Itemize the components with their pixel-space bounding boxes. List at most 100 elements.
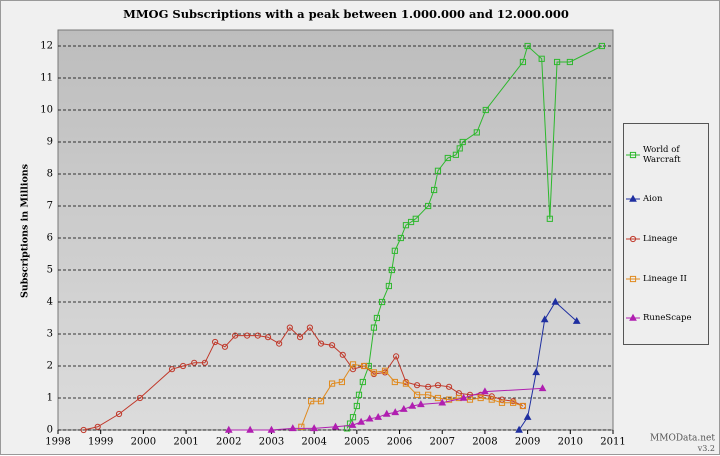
point (378, 298, 386, 306)
y-tick-label: 9 (47, 137, 53, 148)
point (425, 391, 432, 398)
x-tick-label: 2010 (558, 437, 583, 448)
chart-title: MMOG Subscriptions with a peak between 1… (123, 7, 569, 21)
point (391, 247, 398, 254)
x-tick-label: 2008 (472, 437, 497, 448)
y-tick-label: 1 (47, 393, 53, 404)
point (477, 391, 484, 398)
point (355, 391, 363, 398)
point (232, 332, 239, 339)
point (519, 58, 527, 66)
point (306, 324, 313, 331)
x-tick-label: 2007 (430, 437, 455, 448)
legend-label: Lineage (643, 233, 678, 244)
point (359, 378, 366, 386)
point (201, 359, 208, 366)
point (459, 138, 466, 146)
point (308, 398, 315, 405)
point (434, 394, 442, 402)
point (425, 383, 432, 390)
point (498, 396, 506, 403)
y-tick-label: 5 (47, 265, 53, 276)
point (438, 398, 447, 406)
point (288, 424, 297, 432)
point (445, 383, 453, 390)
point (381, 367, 389, 374)
legend-entry: RuneScape (626, 313, 706, 323)
point (168, 366, 176, 373)
y-tick-label: 10 (40, 105, 53, 116)
point (328, 342, 336, 349)
point (417, 400, 425, 408)
x-tick-label: 2009 (515, 437, 540, 448)
legend-swatch (626, 313, 640, 321)
legend-marker (629, 235, 637, 243)
point (212, 338, 219, 346)
point (524, 42, 531, 50)
series-line (83, 326, 524, 431)
point (445, 396, 453, 403)
legend-marker (629, 275, 637, 282)
point (388, 266, 395, 274)
point (370, 369, 378, 376)
legend-label: Aion (643, 194, 663, 205)
point (296, 334, 304, 341)
point (532, 368, 541, 376)
point (338, 378, 346, 386)
y-tick-label: 7 (47, 201, 53, 212)
x-tick-label: 1998 (45, 437, 70, 448)
legend-swatch (626, 151, 640, 158)
point (481, 387, 489, 395)
point (244, 332, 251, 339)
point (286, 324, 293, 331)
y-tick-label: 2 (47, 361, 53, 372)
y-tick-label: 4 (47, 297, 53, 308)
legend-marker (629, 313, 637, 321)
point (391, 408, 400, 416)
point (519, 402, 527, 410)
point (456, 145, 463, 152)
point (408, 401, 417, 409)
point (399, 404, 408, 412)
point (407, 218, 415, 226)
point (488, 393, 495, 400)
point (80, 426, 87, 434)
point (553, 58, 561, 66)
point (434, 382, 442, 389)
x-tick-label: 2002 (216, 437, 241, 448)
legend-label: RuneScape (643, 313, 692, 324)
point (328, 380, 336, 387)
point (246, 425, 254, 433)
point (391, 378, 398, 386)
point (397, 234, 404, 242)
point (267, 425, 276, 433)
y-tick-label: 6 (47, 233, 53, 244)
point (331, 422, 340, 430)
y-tick-label: 12 (40, 41, 53, 52)
x-tick-label: 2001 (173, 437, 198, 448)
point (538, 384, 547, 392)
point (374, 412, 383, 420)
point (523, 412, 532, 420)
point (425, 202, 432, 210)
point (365, 414, 374, 422)
point (348, 420, 357, 428)
point (317, 398, 325, 405)
y-tick-label: 8 (47, 169, 53, 180)
legend-marker (629, 151, 637, 158)
point (452, 151, 459, 158)
x-tick-label: 2005 (344, 437, 369, 448)
point (353, 402, 360, 410)
point (466, 396, 474, 403)
point (382, 409, 391, 417)
point (413, 382, 421, 389)
point (317, 340, 325, 347)
point (298, 423, 305, 430)
x-tick-label: 2006 (387, 437, 412, 448)
point (393, 353, 400, 360)
legend-swatch (626, 275, 640, 282)
point (370, 324, 378, 331)
point (221, 343, 229, 350)
